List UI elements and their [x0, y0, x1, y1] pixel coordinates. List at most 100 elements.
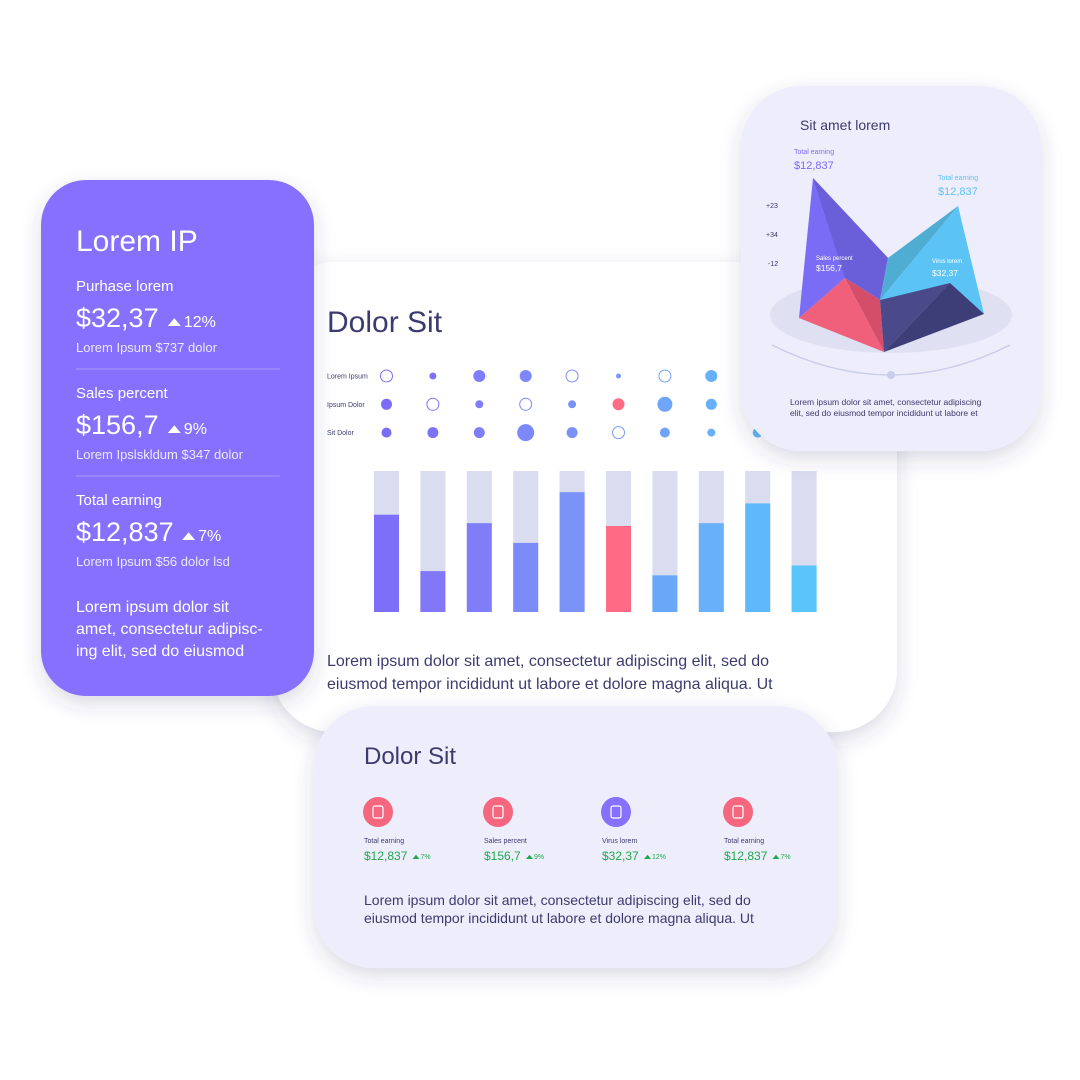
- dot: [658, 369, 672, 383]
- icon-glyph: [732, 805, 744, 819]
- dot: [568, 400, 577, 409]
- dot: [705, 398, 717, 410]
- facet: [880, 206, 958, 300]
- stat-value: $156,7: [76, 410, 159, 440]
- dot: [426, 397, 440, 411]
- dot: [381, 427, 392, 438]
- stats-card: Dolor Sit Total earning $12,837 7% Sales pe…: [314, 706, 837, 968]
- up-arrow: [644, 854, 651, 859]
- label-value: $32,37: [932, 268, 958, 278]
- stat-label: Purhase lorem: [76, 278, 174, 295]
- bar: [606, 525, 631, 612]
- label-name: Virus lorem: [932, 259, 962, 265]
- stat-items: Total earning $12,837 7% Sales percent $156,…: [363, 797, 791, 863]
- stat-list: Purhase lorem $32,37 12% Lorem Ipsum $737 d…: [76, 278, 244, 569]
- dot: [429, 372, 437, 380]
- stat-label: Sales percent: [76, 385, 169, 402]
- up-arrow: [772, 854, 780, 859]
- item-icon: [601, 797, 631, 827]
- card-title: Sit amet lorem: [800, 117, 890, 133]
- item-value: $32,37: [602, 849, 639, 863]
- item-label: Virus lorem: [602, 838, 637, 845]
- dot: [381, 398, 392, 410]
- bar: [698, 523, 724, 612]
- dot: [475, 400, 484, 409]
- facet: [799, 278, 884, 352]
- item-icon: [363, 797, 393, 827]
- card-title: Lorem IP: [76, 225, 198, 258]
- card-bg: [41, 180, 314, 696]
- dot: [707, 428, 716, 437]
- paragraph-line: Lorem ipsum dolor sit amet, consectetur …: [327, 653, 769, 670]
- stat-label: Total earning: [76, 492, 162, 509]
- stat-note: Lorem Ipslskldum $347 dolor: [76, 447, 244, 462]
- label-value: $12,837: [938, 186, 978, 198]
- item-change: 7%: [781, 854, 791, 861]
- item-value: $156,7: [484, 849, 521, 863]
- paragraph-line: amet, consectetur adipisc-: [76, 621, 263, 638]
- bar: [745, 503, 771, 612]
- tick-label: +23: [766, 203, 778, 210]
- bar: [513, 542, 539, 612]
- row-label: Sit Dolor: [327, 430, 355, 437]
- item-value: $12,837: [724, 849, 768, 863]
- icon-glyph: [372, 805, 384, 819]
- main-card: Dolor Sit Lorem Ipsum Ipsum Dolor Sit Dolo…: [272, 262, 897, 732]
- chart-card: Sit amet lorem +23 +34 -12 Total earning…: [741, 86, 1041, 451]
- paragraph-line: eiusmod tempor incididunt ut labore et d…: [364, 910, 754, 926]
- item-change: 12%: [652, 854, 666, 861]
- facet: [880, 283, 950, 352]
- dot: [616, 373, 621, 379]
- up-arrow: [526, 854, 533, 859]
- row-label: Lorem Ipsum: [327, 374, 368, 381]
- paragraph-line: Lorem ipsum dolor sit: [76, 599, 230, 616]
- stat-value: $32,37: [76, 303, 159, 333]
- dot: [519, 397, 533, 411]
- paragraph-line: Lorem ipsum dolor sit amet, consectetur …: [364, 892, 751, 908]
- card-title: Dolor Sit: [364, 743, 456, 770]
- bar: [374, 514, 399, 612]
- paragraph-line: elit, sed do eiusmod tempor incididunt u…: [790, 408, 978, 418]
- dot: [427, 427, 439, 439]
- item-icon: [723, 797, 753, 827]
- up-arrow: [167, 425, 181, 433]
- dot-matrix: Lorem Ipsum Ipsum Dolor Sit Dolor: [327, 369, 763, 442]
- stat-value: $12,837: [76, 517, 174, 547]
- paragraph-line: eiusmod tempor incididunt ut labore et d…: [327, 676, 773, 693]
- label-value: $156,7: [816, 263, 842, 273]
- tick-label: -12: [768, 261, 778, 268]
- dot: [705, 370, 718, 382]
- dot: [612, 426, 625, 440]
- dot: [517, 424, 535, 442]
- bar: [420, 571, 446, 612]
- up-arrow: [167, 318, 181, 326]
- bar: [791, 565, 817, 612]
- row-label: Ipsum Dolor: [327, 402, 365, 409]
- paragraph-line: Lorem ipsum dolor sit amet, consectetur …: [790, 397, 982, 407]
- dot: [566, 427, 578, 439]
- bar: [466, 523, 492, 612]
- dot: [473, 427, 485, 439]
- stat-note: Lorem Ipsum $737 dolor: [76, 340, 218, 355]
- bar: [559, 492, 585, 612]
- arc-knob: [887, 371, 895, 379]
- summary-card: Lorem IP Purhase lorem $32,37 12% Lorem Ips…: [41, 180, 314, 696]
- item-label: Total earning: [724, 838, 764, 845]
- dot: [612, 398, 625, 411]
- label-name: Total earning: [794, 149, 834, 156]
- stat-change: 7%: [198, 528, 221, 545]
- tick-label: +34: [766, 232, 778, 239]
- item-label: Sales percent: [484, 838, 527, 845]
- dot: [380, 369, 393, 383]
- item-icon: [483, 797, 513, 827]
- facet: [884, 283, 984, 352]
- facet: [813, 178, 888, 300]
- dot: [659, 427, 670, 438]
- item-label: Total earning: [364, 838, 404, 845]
- stat-change: 12%: [184, 314, 216, 331]
- stat-note: Lorem Ipsum $56 dolor lsd: [76, 554, 230, 569]
- up-arrow: [182, 532, 196, 540]
- card-bg: [314, 706, 837, 968]
- stat-change: 9%: [184, 421, 207, 438]
